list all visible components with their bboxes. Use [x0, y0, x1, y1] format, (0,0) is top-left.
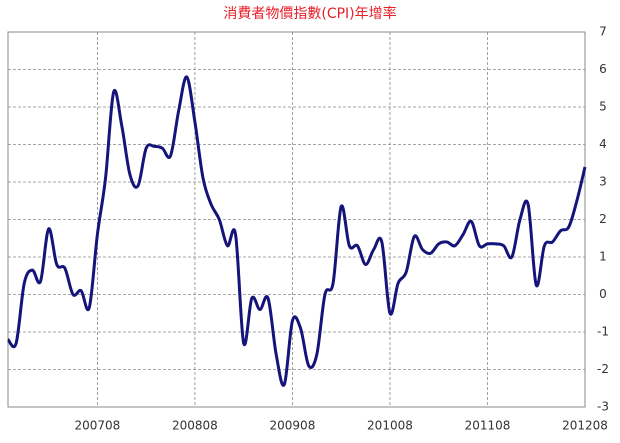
x-tick-label: 200708	[74, 419, 120, 433]
y-tick-label: -3	[597, 400, 609, 414]
chart-title: 消費者物價指數(CPI)年增率	[223, 5, 396, 22]
y-tick-label: 0	[599, 287, 607, 301]
x-tick-label: 200908	[270, 419, 316, 433]
y-tick-label: 3	[599, 175, 607, 189]
y-tick-label: 6	[599, 62, 607, 76]
y-tick-label: 7	[599, 25, 607, 39]
y-tick-label: 1	[599, 250, 607, 264]
y-tick-label: 5	[599, 100, 607, 114]
y-tick-label: -1	[597, 325, 609, 339]
y-tick-label: 4	[599, 137, 607, 151]
x-tick-label: 200808	[172, 419, 218, 433]
y-tick-label: 2	[599, 212, 607, 226]
x-tick-label: 201008	[367, 419, 413, 433]
x-tick-label: 201108	[465, 419, 511, 433]
data-line	[6, 75, 587, 387]
x-tick-label: 201208	[562, 419, 608, 433]
y-tick-label: -2	[597, 362, 609, 376]
